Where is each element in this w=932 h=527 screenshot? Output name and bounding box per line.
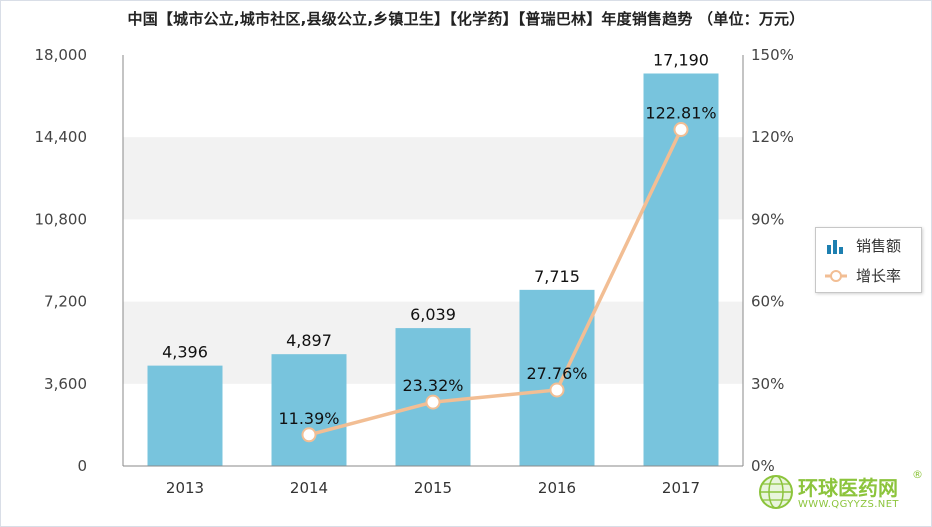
x-tick-label: 2016 bbox=[538, 479, 576, 497]
growth-point bbox=[425, 394, 441, 410]
y-right-tick-label: 150% bbox=[751, 46, 794, 64]
registered-mark: ® bbox=[912, 468, 923, 481]
bar bbox=[643, 73, 719, 467]
growth-value-label: 122.81% bbox=[645, 104, 716, 123]
x-tick-label: 2013 bbox=[166, 479, 204, 497]
watermark-url: WWW.QGYYZS.NET bbox=[798, 499, 899, 510]
bar bbox=[519, 289, 595, 466]
watermark-name: 环球医药网 bbox=[798, 476, 898, 500]
y-right-tick-label: 30% bbox=[751, 375, 784, 393]
y-left-tick-label: 0 bbox=[77, 457, 87, 475]
bar bbox=[147, 365, 223, 466]
growth-point bbox=[673, 122, 689, 138]
legend-label-sales: 销售额 bbox=[856, 237, 902, 255]
y-left-tick-label: 10,800 bbox=[35, 210, 88, 228]
bar bbox=[271, 354, 347, 466]
y-left-tick-label: 7,200 bbox=[44, 293, 87, 311]
legend-item-sales[interactable]: 销售额 bbox=[816, 232, 921, 258]
y-left-tick-label: 3,600 bbox=[44, 375, 87, 393]
x-tick-label: 2014 bbox=[290, 479, 328, 497]
grid-band bbox=[123, 137, 743, 220]
y-right-tick-label: 0% bbox=[751, 457, 775, 475]
bar-series-icon bbox=[827, 240, 843, 254]
chart-legend: 销售额 增长率 bbox=[815, 227, 922, 293]
y-left-tick-label: 14,400 bbox=[35, 128, 88, 146]
x-tick-label: 2017 bbox=[662, 479, 700, 497]
growth-value-label: 11.39% bbox=[278, 409, 339, 428]
y-left-tick-label: 18,000 bbox=[35, 46, 88, 64]
bar-value-label: 7,715 bbox=[534, 267, 580, 286]
bar-value-label: 6,039 bbox=[410, 305, 456, 324]
growth-point bbox=[549, 382, 565, 398]
line-series-icon bbox=[825, 270, 847, 282]
watermark: 环球医药网 ® WWW.QGYYZS.NET bbox=[758, 468, 928, 518]
growth-line bbox=[308, 128, 683, 437]
growth-value-label: 23.32% bbox=[402, 376, 463, 395]
growth-value-label: 27.76% bbox=[526, 364, 587, 383]
bar-value-label: 4,897 bbox=[286, 331, 332, 350]
chart-title: 中国【城市公立,城市社区,县级公立,乡镇卫生】【化学药】【普瑞巴林】年度销售趋势… bbox=[127, 10, 805, 28]
x-tick-label: 2015 bbox=[414, 479, 452, 497]
growth-point bbox=[301, 427, 317, 443]
legend-item-growth[interactable]: 增长率 bbox=[816, 262, 921, 288]
legend-label-growth: 增长率 bbox=[856, 267, 902, 285]
y-right-tick-label: 120% bbox=[751, 128, 794, 146]
y-right-tick-label: 60% bbox=[751, 293, 784, 311]
y-right-tick-label: 90% bbox=[751, 210, 784, 228]
bar-value-label: 17,190 bbox=[653, 50, 709, 69]
bar-value-label: 4,396 bbox=[162, 343, 208, 362]
globe-icon bbox=[759, 475, 793, 509]
